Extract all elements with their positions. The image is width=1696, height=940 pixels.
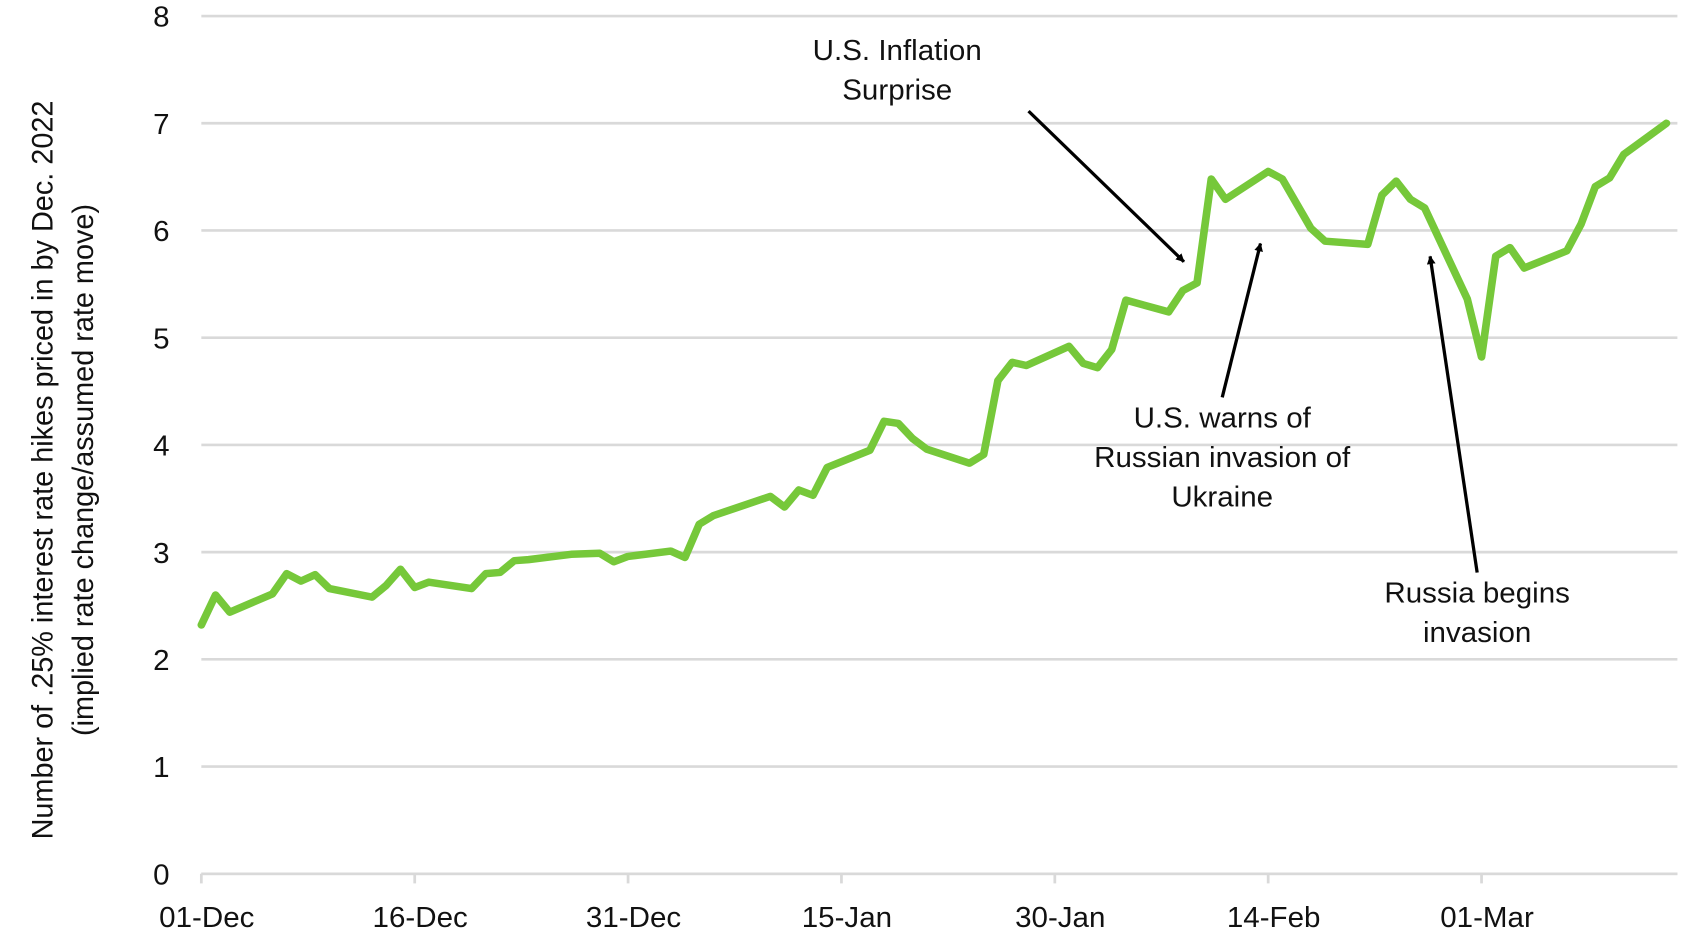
- gridlines: [201, 14, 1678, 876]
- arrow-icon: [1220, 242, 1263, 398]
- annotation-2: U.S. warns of Russian invasion of Ukraine: [1094, 242, 1351, 514]
- y-tick-label: 0: [153, 860, 169, 892]
- annotations: U.S. Inflation Surprise U.S. warns of Russi…: [813, 35, 1570, 649]
- arrow-icon: [1426, 255, 1479, 573]
- x-tick-label: 14-Feb: [1227, 902, 1321, 934]
- annotation-1: U.S. Inflation Surprise: [813, 35, 1186, 263]
- y-tick-label: 7: [153, 109, 169, 141]
- y-axis-title-line-2: (implied rate change/assumed rate move): [68, 204, 100, 736]
- y-tick-label: 8: [153, 2, 169, 34]
- x-tick-label: 01-Dec: [159, 902, 254, 934]
- x-tick-label: 31-Dec: [586, 902, 681, 934]
- x-tick-label: 15-Jan: [802, 902, 892, 934]
- annotation-text: U.S. Inflation: [813, 35, 982, 67]
- x-tick-label: 30-Jan: [1015, 902, 1105, 934]
- annotation-3: Russia begins invasion: [1384, 255, 1570, 649]
- annotation-text: U.S. warns of: [1134, 403, 1312, 435]
- y-tick-label: 5: [153, 324, 169, 356]
- y-tick-label: 6: [153, 216, 169, 248]
- y-axis-title-line-1: Number of .25% interest rate hikes price…: [27, 101, 59, 840]
- y-tick-label: 3: [153, 538, 169, 570]
- x-axis: 01-Dec 16-Dec 31-Dec 15-Jan 30-Jan 14-Feb 01-M…: [159, 872, 1678, 934]
- y-tick-label: 2: [153, 645, 169, 677]
- annotation-text: Russian invasion of: [1094, 442, 1351, 474]
- annotation-text: Surprise: [842, 75, 952, 107]
- annotation-text: Russia begins: [1384, 578, 1570, 610]
- x-tick-label: 16-Dec: [373, 902, 468, 934]
- series-group: [197, 119, 1671, 629]
- y-axis: 0 1 2 3 4 5 6 7 8: [153, 2, 169, 891]
- x-tick-label: 01-Mar: [1440, 902, 1534, 934]
- annotation-text: invasion: [1423, 617, 1531, 649]
- y-axis-title: Number of .25% interest rate hikes price…: [27, 101, 100, 840]
- y-tick-label: 4: [153, 431, 169, 463]
- arrow-icon: [1027, 109, 1186, 263]
- y-tick-label: 1: [153, 753, 169, 785]
- annotation-text: Ukraine: [1171, 482, 1273, 514]
